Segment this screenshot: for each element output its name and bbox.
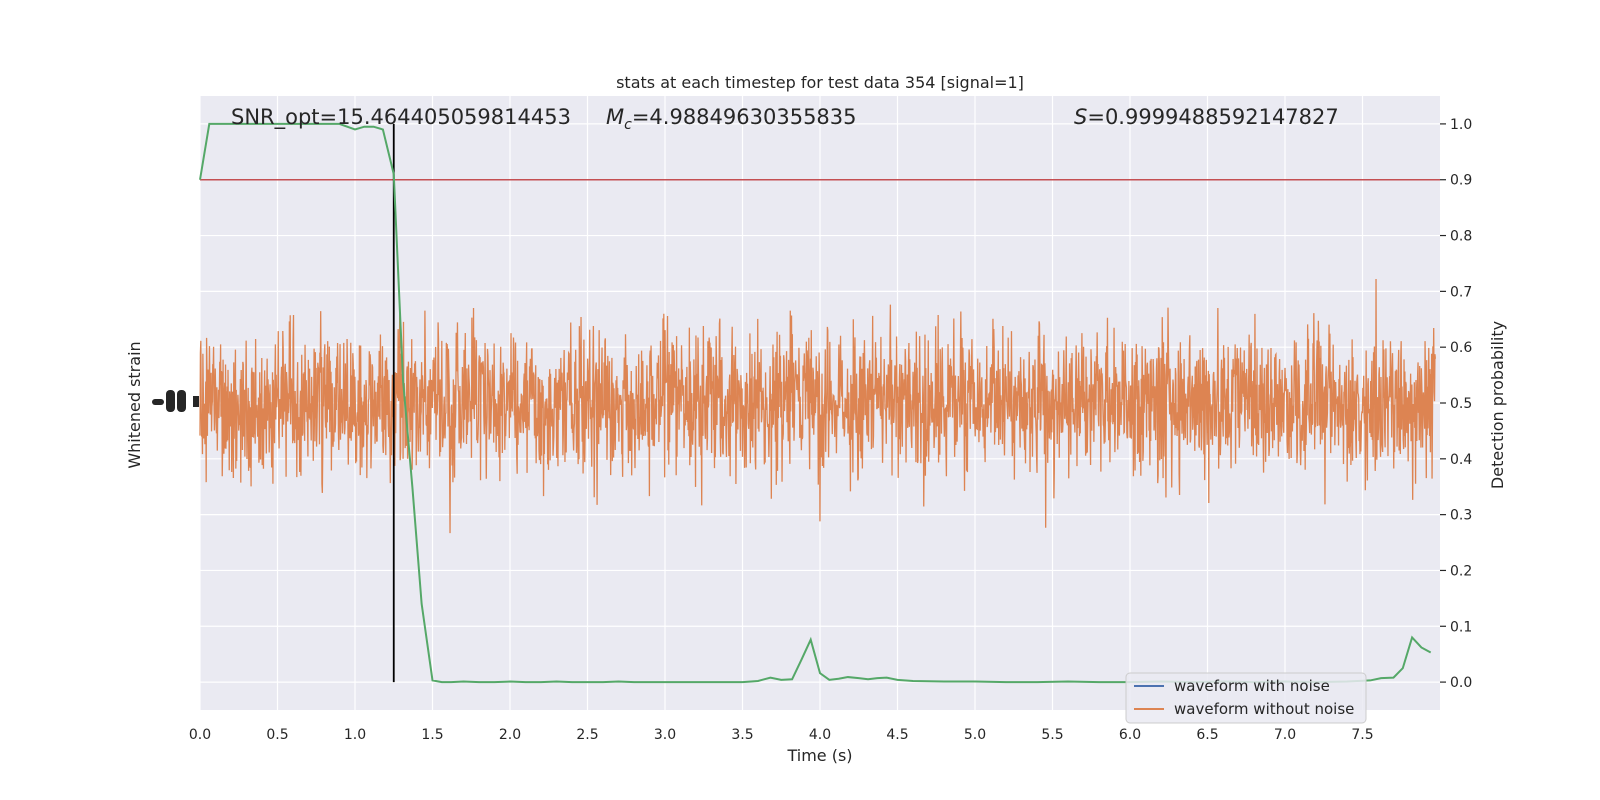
x-tick-label: 0.0 <box>189 727 211 743</box>
y-tick-label: 0.4 <box>1450 452 1472 468</box>
x-tick-label: 2.5 <box>576 727 598 743</box>
x-tick-label: 6.0 <box>1119 727 1141 743</box>
x-tick-label: 3.5 <box>731 727 753 743</box>
x-tick-label: 4.5 <box>886 727 908 743</box>
x-tick-label: 1.5 <box>421 727 443 743</box>
y-tick-label: 0.0 <box>1450 675 1472 691</box>
x-tick-label: 4.0 <box>809 727 831 743</box>
y-tick-label: 0.7 <box>1450 284 1472 300</box>
legend: waveform with noise waveform without noi… <box>1125 672 1367 724</box>
x-tick-label: 2.0 <box>499 727 521 743</box>
y-tick-label: 0.8 <box>1450 229 1472 245</box>
x-axis-label: Time (s) <box>786 746 852 765</box>
chirp-mass-annotation: Mc=4.98849630355835 <box>606 105 857 133</box>
legend-box <box>1125 672 1367 724</box>
x-tick-label: 0.5 <box>266 727 288 743</box>
x-tick-label: 3.0 <box>654 727 676 743</box>
y-tick-label: 0.6 <box>1450 340 1472 356</box>
y-tick-label: 0.5 <box>1450 396 1472 412</box>
x-tick-label: 6.5 <box>1196 727 1218 743</box>
x-tick-label: 5.0 <box>964 727 986 743</box>
left-axis-tick-marks <box>152 390 199 412</box>
y-tick-label: 0.9 <box>1450 173 1472 189</box>
chart-title: stats at each timestep for test data 354… <box>616 73 1024 92</box>
snr-annotation: SNR_opt=15.464405059814453 <box>231 105 571 130</box>
x-tick-label: 5.5 <box>1041 727 1063 743</box>
x-tick-label: 1.0 <box>344 727 366 743</box>
y-tick-label: 0.1 <box>1450 619 1472 635</box>
y-right-axis-ticks: 0.0 0.1 0.2 0.3 0.4 0.5 0.6 0.7 0.8 0.9 1.0 <box>1440 117 1472 691</box>
x-tick-label: 7.5 <box>1351 727 1373 743</box>
x-tick-label: 7.0 <box>1274 727 1296 743</box>
y-tick-label: 0.3 <box>1450 508 1472 524</box>
legend-label-waveform-with-noise: waveform with noise <box>1174 677 1330 695</box>
statistic-annotation: S=0.9999488592147827 <box>1074 105 1339 129</box>
y-left-axis-label: Whitened strain <box>125 341 144 468</box>
x-axis-ticks: 0.0 0.5 1.0 1.5 2.0 2.5 3.0 3.5 4.0 4.5 5.0 5.5 6.0 6… <box>189 727 1374 743</box>
y-tick-label: 0.2 <box>1450 563 1472 579</box>
y-right-axis-label: Detection probability <box>1488 321 1507 489</box>
legend-label-waveform-without-noise: waveform without noise <box>1174 700 1354 718</box>
y-tick-label: 1.0 <box>1450 117 1472 133</box>
